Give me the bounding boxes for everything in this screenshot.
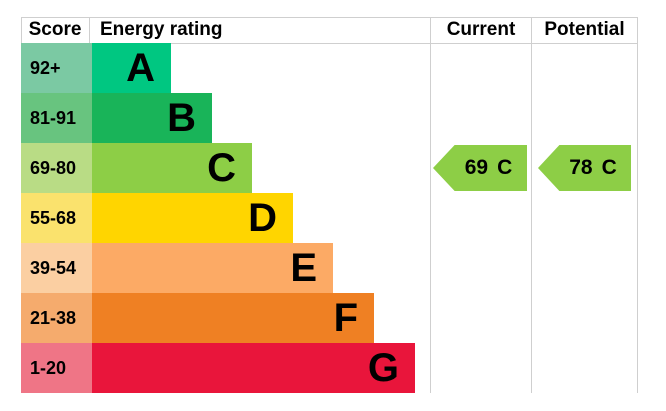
score-range-label-a: 92+ (21, 43, 92, 93)
band-letter-g: G (367, 346, 399, 390)
band-bar-g: G (92, 343, 415, 393)
score-range-label-c: 69-80 (21, 143, 92, 193)
potential-rating-value: 78 (569, 156, 593, 179)
table-top-border (21, 17, 637, 18)
score-range-label-d: 55-68 (21, 193, 92, 243)
table-right-border (637, 17, 638, 393)
score-range-label-b: 81-91 (21, 93, 92, 143)
score-range-label-e: 39-54 (21, 243, 92, 293)
band-bar-e: E (92, 243, 333, 293)
score-column-header: Score (28, 19, 82, 40)
score-range-label-g: 1-20 (21, 343, 92, 393)
current-column-header: Current (446, 19, 516, 40)
current-rating-value: 69 (464, 156, 489, 179)
band-letter-d: D (248, 196, 277, 240)
score-column-divider (89, 17, 90, 43)
band-bar-b: B (92, 93, 212, 143)
band-bar-a: A (92, 43, 171, 93)
potential-rating-arrow: 78 C (538, 145, 631, 191)
header-left-border (21, 17, 22, 43)
current-rating-arrow: 69 C (433, 145, 527, 191)
band-bar-d: D (92, 193, 293, 243)
band-letter-a: A (126, 46, 155, 90)
band-letter-b: B (167, 96, 196, 140)
band-bar-c: C (92, 143, 252, 193)
energy-rating-column-header: Energy rating (100, 19, 223, 40)
band-bar-f: F (92, 293, 374, 343)
band-letter-c: C (207, 146, 236, 190)
potential-column-header: Potential (544, 19, 625, 40)
band-letter-f: F (333, 296, 358, 340)
score-range-label-f: 21-38 (21, 293, 92, 343)
header-bottom-border (21, 43, 637, 44)
current-rating-band: C (497, 156, 513, 179)
potential-rating-band: C (601, 156, 617, 179)
current-column-divider (430, 17, 431, 393)
potential-column-divider (531, 17, 532, 393)
band-letter-e: E (290, 246, 317, 290)
